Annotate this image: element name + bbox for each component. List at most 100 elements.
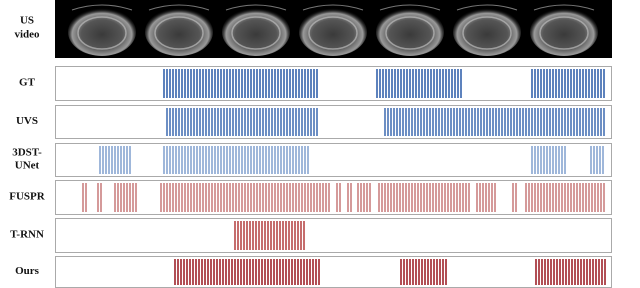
selected-frame <box>247 146 249 174</box>
selected-frame <box>528 108 530 136</box>
selected-frame <box>570 108 572 136</box>
selected-frame <box>198 259 200 285</box>
selected-frame <box>456 183 458 212</box>
selected-frame <box>280 183 282 212</box>
selected-frame <box>456 108 458 136</box>
selected-frame <box>204 259 206 285</box>
selected-frame <box>540 69 542 98</box>
selected-frame <box>414 108 416 136</box>
selected-frame <box>205 146 207 174</box>
selected-frame <box>516 108 518 136</box>
selected-frame <box>253 146 255 174</box>
selected-frame <box>414 183 416 212</box>
selected-frame <box>244 69 246 98</box>
selected-frame <box>280 69 282 98</box>
selected-frame <box>286 69 288 98</box>
selected-frame <box>543 146 545 174</box>
selected-frame <box>202 108 204 136</box>
us-skull <box>308 16 358 50</box>
selected-frame <box>543 108 545 136</box>
selected-frame <box>196 183 198 212</box>
selected-frame <box>394 69 396 98</box>
selected-frame <box>597 69 599 98</box>
selected-frame <box>205 108 207 136</box>
selected-frame <box>432 108 434 136</box>
selected-frame <box>570 69 572 98</box>
selected-frame <box>319 183 321 212</box>
us-fan <box>379 4 441 11</box>
selected-frame <box>531 108 533 136</box>
selected-frame <box>339 183 341 212</box>
selected-frame <box>316 108 318 136</box>
selected-frame <box>576 183 578 212</box>
selected-frame <box>301 183 303 212</box>
selected-frame <box>270 221 272 250</box>
selected-frame <box>537 183 539 212</box>
us-skull <box>539 16 589 50</box>
selected-frame <box>459 108 461 136</box>
selected-frame <box>549 146 551 174</box>
selected-frame <box>196 69 198 98</box>
selected-frame <box>592 259 594 285</box>
selected-frame <box>378 183 380 212</box>
selected-frame <box>409 259 411 285</box>
selected-frame <box>460 69 462 98</box>
selected-frame <box>405 183 407 212</box>
us-fan <box>302 4 364 11</box>
selected-frame <box>202 183 204 212</box>
selected-frame <box>565 259 567 285</box>
selected-frame <box>495 108 497 136</box>
selected-frame <box>99 146 101 174</box>
selected-frame <box>282 221 284 250</box>
selected-frame <box>249 221 251 250</box>
selected-frame <box>178 146 180 174</box>
selected-frame <box>347 183 349 212</box>
selected-frame <box>399 108 401 136</box>
selected-frame <box>85 183 87 212</box>
selected-frame <box>208 183 210 212</box>
selected-frame <box>492 108 494 136</box>
selected-frame <box>313 108 315 136</box>
selected-frame <box>357 183 359 212</box>
selected-frame <box>277 108 279 136</box>
selected-frame <box>184 183 186 212</box>
selected-frame <box>426 183 428 212</box>
selected-frame <box>181 146 183 174</box>
selected-frame <box>462 108 464 136</box>
us-fan <box>456 4 518 11</box>
selected-frame <box>190 183 192 212</box>
selected-frame <box>295 183 297 212</box>
selected-frame <box>441 108 443 136</box>
selected-frame <box>411 183 413 212</box>
selected-frame <box>264 221 266 250</box>
selected-frame <box>576 108 578 136</box>
selected-frame <box>232 146 234 174</box>
selected-frame <box>195 259 197 285</box>
selected-frame <box>226 183 228 212</box>
selected-frame <box>546 146 548 174</box>
selected-frame <box>552 146 554 174</box>
selected-frame <box>300 259 302 285</box>
selected-frame <box>585 69 587 98</box>
selected-frame <box>253 183 255 212</box>
selected-frame <box>261 259 263 285</box>
selected-frame <box>244 183 246 212</box>
selected-frame <box>117 183 119 212</box>
selected-frame <box>586 259 588 285</box>
selected-frame <box>223 146 225 174</box>
selected-frame <box>555 146 557 174</box>
selected-frame <box>510 108 512 136</box>
selected-frame <box>429 183 431 212</box>
selected-frame <box>243 259 245 285</box>
selected-frame <box>247 183 249 212</box>
selected-frame <box>126 183 128 212</box>
selected-frame <box>379 69 381 98</box>
selected-frame <box>549 108 551 136</box>
selected-frame <box>538 259 540 285</box>
selected-frame <box>175 146 177 174</box>
selected-frame <box>187 146 189 174</box>
selected-frame <box>123 183 125 212</box>
selected-frame <box>537 69 539 98</box>
selected-frame <box>534 146 536 174</box>
selected-frame <box>513 108 515 136</box>
